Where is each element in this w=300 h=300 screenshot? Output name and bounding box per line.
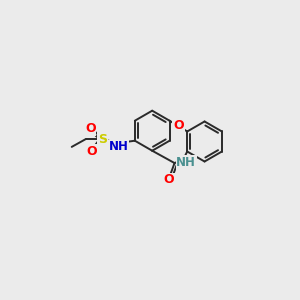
Text: NH: NH: [176, 156, 196, 169]
Text: NH: NH: [109, 140, 129, 153]
Text: O: O: [85, 122, 95, 135]
Text: O: O: [173, 119, 184, 132]
Text: O: O: [86, 145, 97, 158]
Text: S: S: [98, 133, 107, 146]
Text: O: O: [163, 173, 174, 187]
